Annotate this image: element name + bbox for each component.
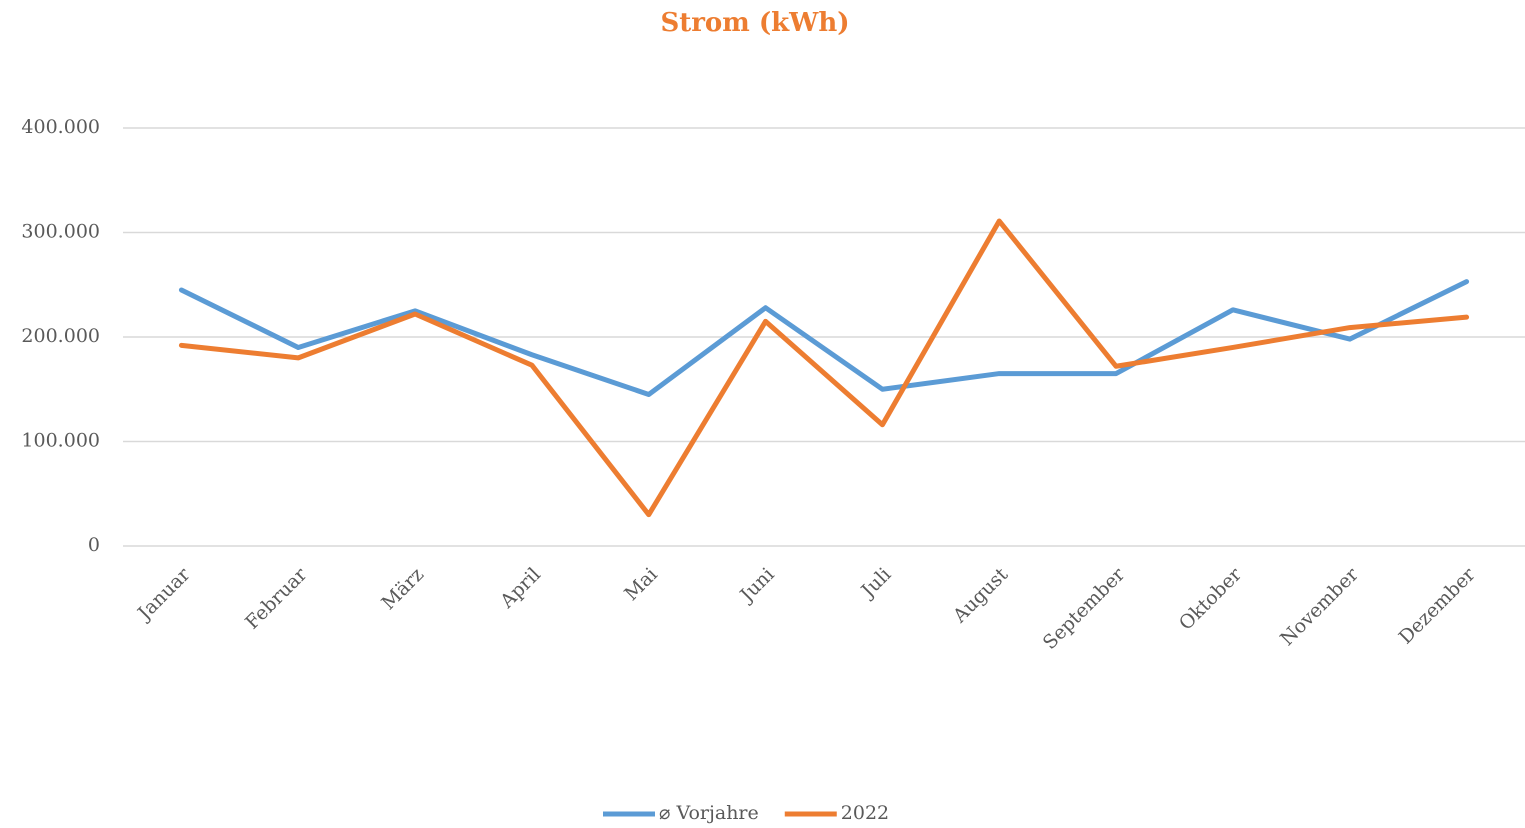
x-tick-label: März: [377, 564, 428, 615]
legend-label: 2022: [841, 802, 889, 824]
chart-title: Strom (kWh): [660, 8, 849, 38]
x-tick-label: Februar: [241, 563, 312, 634]
x-tick-label: Juli: [856, 564, 896, 604]
x-tick-label: August: [948, 563, 1012, 627]
x-tick-label: Mai: [620, 564, 662, 606]
x-tick-label: Januar: [132, 563, 195, 626]
x-tick-label: November: [1276, 563, 1363, 650]
line-series: [178, 218, 1470, 518]
y-tick-label: 200.000: [21, 325, 100, 347]
line-series: [178, 279, 1470, 397]
y-tick-label: 100.000: [21, 430, 100, 452]
x-tick-label: Dezember: [1395, 563, 1481, 649]
legend-label: ⌀ Vorjahre: [659, 802, 759, 824]
x-tick-label: April: [495, 564, 545, 614]
x-tick-label: Juni: [735, 564, 779, 608]
y-tick-label: 0: [88, 534, 100, 556]
x-tick-label: September: [1039, 563, 1130, 654]
y-tick-label: 300.000: [21, 221, 100, 243]
x-tick-label: Oktober: [1175, 563, 1247, 635]
y-tick-label: 400.000: [21, 116, 100, 138]
